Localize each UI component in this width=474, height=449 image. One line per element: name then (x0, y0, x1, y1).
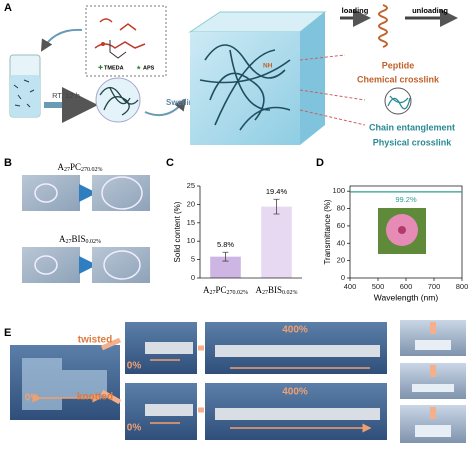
strain-label: 0% (25, 393, 40, 404)
strain-label: 0% (127, 423, 142, 434)
bar (261, 206, 292, 278)
illustration-path (109, 40, 127, 59)
illustration-rect (10, 75, 40, 117)
illustration-path (100, 337, 204, 413)
illustration-ellipse (34, 255, 58, 275)
y-tick-label: 20 (187, 199, 195, 208)
y-tick-label: 100 (332, 186, 345, 195)
y-tick-label: 60 (337, 221, 345, 230)
illustration-circle (398, 226, 406, 234)
y-tick-label: 5 (191, 255, 195, 264)
illustration-rect (190, 32, 300, 145)
illustration-path (300, 12, 325, 145)
axis (199, 186, 302, 279)
value-label: 19.4% (266, 187, 288, 196)
illustration-rect (145, 404, 193, 416)
x-tick-label: A27BIS0.02% (255, 285, 297, 296)
y-tick-label: 15 (187, 218, 195, 227)
error-bar (273, 198, 280, 215)
y-tick-label: 20 (337, 256, 345, 265)
x-tick-label: 700 (428, 282, 441, 291)
y-axis-label: Solid content (%) (173, 201, 182, 262)
y-axis-label: Transmittance (%) (323, 199, 332, 264)
mechanism-title: Chemical crosslink (357, 74, 440, 84)
strain-label: 400% (282, 387, 308, 398)
strain-label: 0% (127, 361, 142, 372)
illustration-path (387, 95, 411, 110)
panel-label: E (4, 327, 11, 339)
illustration-path (94, 18, 146, 49)
illustration-ellipse (34, 183, 58, 203)
illustration-path (150, 359, 370, 428)
sample-label: A27BIS0.02% (59, 234, 101, 245)
mechanism-title: Physical crosslink (373, 137, 453, 147)
illustration-circle (101, 42, 105, 46)
y-tick-label: 10 (187, 236, 195, 245)
x-axis-label: Wavelength (nm) (374, 292, 439, 302)
illustration-rect (92, 247, 150, 283)
illustration-rect (412, 384, 454, 392)
illustration-path (40, 28, 83, 52)
amine-label: NH (263, 63, 273, 70)
x-tick-label: A27PC270.02% (203, 285, 248, 296)
illustration-rect (415, 425, 451, 437)
illustration-path (99, 86, 139, 116)
y-tick-label: 0 (191, 273, 195, 282)
panel-label: D (316, 157, 324, 169)
illustration-rect (22, 175, 80, 211)
step-label: Swelling (166, 98, 199, 107)
loading-label: loading (342, 6, 369, 15)
x-tick-label: 400 (344, 282, 357, 291)
y-tick-label: 40 (337, 238, 345, 247)
illustration-path (378, 4, 388, 48)
panel-label: A (4, 2, 12, 14)
illustration-ellipse (101, 176, 143, 210)
illustration-text: ★ (136, 65, 141, 72)
strain-label: 400% (282, 325, 308, 336)
reagent: TMEDA (104, 65, 124, 71)
illustration-path (144, 98, 187, 116)
panel-label: B (4, 157, 12, 169)
reagent: APS (143, 65, 155, 71)
illustration-rect (145, 342, 193, 354)
illustration-rect (215, 408, 380, 420)
error-bar (222, 251, 229, 262)
value-label: 5.8% (217, 240, 234, 249)
illustration-rect (85, 5, 167, 77)
illustration-path (13, 79, 35, 108)
x-tick-label: 600 (400, 282, 413, 291)
annotation: 99.2% (395, 195, 417, 204)
y-tick-label: 0 (341, 273, 345, 282)
y-tick-label: 25 (187, 181, 195, 190)
bar (210, 256, 241, 278)
unloading-label: unloading (412, 6, 448, 15)
illustration-text: ✚ (98, 65, 103, 72)
sample-label: A27PC270.02% (57, 162, 102, 173)
panel-label: C (166, 157, 174, 169)
x-tick-label: 500 (372, 282, 385, 291)
illustration-rect (215, 345, 380, 357)
illustration-path (199, 44, 291, 131)
mechanism-title: Peptide (382, 60, 415, 70)
illustration-rect (22, 247, 80, 283)
mode-label: knotted (77, 392, 113, 403)
y-tick-label: 80 (337, 204, 345, 213)
illustration-ellipse (103, 250, 141, 280)
mode-label: twisted (78, 335, 112, 346)
illustration-path (299, 54, 366, 126)
illustration-rect (415, 340, 451, 350)
step-label: RT, 12 h (52, 91, 80, 100)
mechanism-title: Chain entanglement (369, 122, 455, 132)
x-tick-label: 800 (456, 282, 469, 291)
